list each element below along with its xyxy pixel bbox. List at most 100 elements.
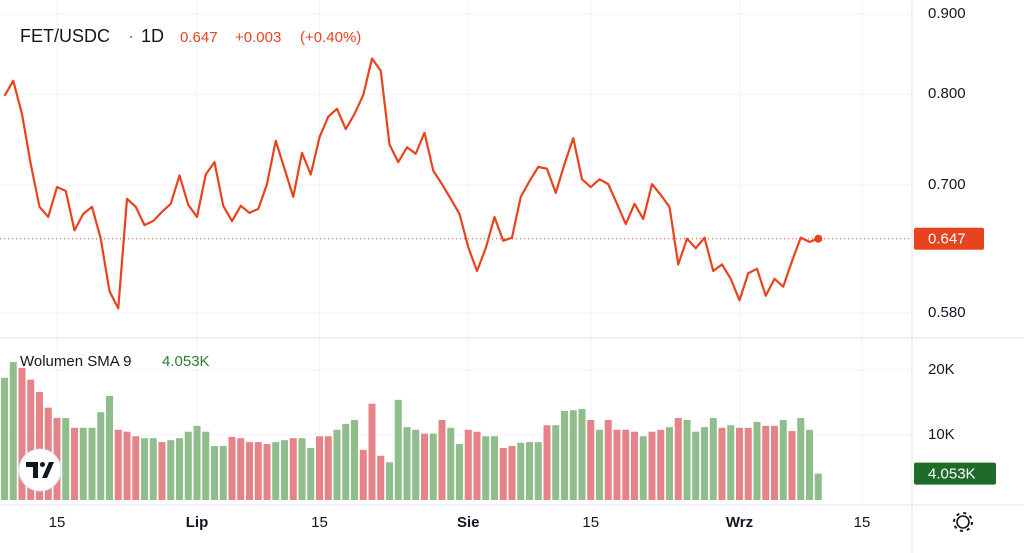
gear-ring[interactable] [956,515,970,529]
separator-dot: · [128,26,134,46]
volume-bar [219,446,227,500]
volume-bar [316,436,323,500]
volume-bar [762,425,770,500]
volume-bar [184,431,192,500]
volume-bar [727,425,735,500]
volume-bar [753,421,761,500]
x-tick-label: 15 [311,514,328,531]
x-tick-label: 15 [854,514,871,531]
volume-bar [386,462,393,500]
change-pct: (+0.40%) [300,29,361,46]
volume-bar [683,420,691,500]
volume-title: Wolumen SMA 9 [20,353,131,370]
volume-bar [736,427,743,500]
volume-bar [394,399,402,500]
x-tick-label: 15 [49,514,66,531]
volume-bar [114,429,122,500]
y-tick-label: 10K [928,426,955,443]
volume-bar [141,438,148,500]
volume-bar [491,436,498,500]
symbol: FET/USDC [20,26,110,46]
volume-bar [193,425,201,500]
volume-bar [9,362,17,500]
last-price-box [914,227,984,250]
volume-bar [648,431,656,500]
volume-bar [1,377,8,500]
volume-bar [403,427,411,500]
volume-bar [97,412,105,500]
header: FET/USDC · 1D 0.647 +0.003 (+0.40%) [20,26,361,46]
logo[interactable] [18,448,62,492]
volume-bar [272,442,280,500]
volume-bar [359,449,367,500]
interval: 1D [141,26,164,46]
logo-dot[interactable] [40,462,45,467]
logo-circle[interactable] [18,448,62,492]
volume-bar [377,455,385,500]
volume-bar [639,436,647,500]
volume-bar [578,408,586,500]
volume-bar [27,379,35,500]
volume-bar [604,420,612,500]
volume-bar [613,429,621,500]
volume-bar [324,436,332,500]
volume-bar [692,431,700,500]
volume-bar [797,418,805,500]
volume-bar [517,442,525,500]
volume-bar [561,410,568,500]
volume-bar [211,446,218,500]
volume-bar [438,420,446,500]
volume-legend: Wolumen SMA 9 4.053K [20,353,210,370]
y-tick-label: 0.800 [928,85,966,102]
gear-teeth[interactable] [953,512,973,532]
volume-bar [158,442,166,500]
volume-bar [307,447,315,500]
volume-bar [499,447,507,500]
volume-bar [18,367,26,500]
volume-bar [228,436,236,500]
y-tick-label: 20K [928,361,955,378]
volume-bar [718,427,726,500]
last-price: 0.647 [180,29,218,46]
volume-bar [814,473,822,500]
volume-bar [263,444,271,500]
volume-bar [281,440,288,500]
volume-bar [701,427,708,500]
volume-bar [666,427,673,500]
volume-bar [771,425,778,500]
volume-bar [149,438,157,500]
x-tick-label: Wrz [726,514,753,531]
last-point [814,234,823,243]
volume-bar [596,429,603,500]
y-tick-label: 0.700 [928,176,966,193]
volume-bar [88,427,96,500]
settings[interactable] [953,512,973,532]
volume-bar [237,438,245,500]
volume-bar [254,442,262,500]
logo-mark[interactable] [26,462,54,478]
volume-bar [246,442,253,500]
volume-bar [289,438,297,500]
volume-bar [123,431,131,500]
volume-bar [709,418,717,500]
volume-bar [421,433,428,500]
volume-bar [106,395,113,500]
volume-bar [587,420,595,500]
volume-bar [657,429,665,500]
volume-bar [447,427,455,500]
plot [0,57,912,500]
volume-bar [412,429,420,500]
volume-bar [482,436,490,500]
volume-bar [552,425,560,500]
y-tick-label: 0.580 [928,304,966,321]
volume-bar [368,403,376,500]
volume-bar [464,429,472,500]
volume-bar [622,429,630,500]
last-volume-box [914,462,996,485]
volume-bar [79,427,87,500]
volume-bar [132,436,140,500]
y-tick-label: 0.900 [928,5,966,22]
volume-bar [631,431,638,500]
volume-bar [456,444,463,500]
